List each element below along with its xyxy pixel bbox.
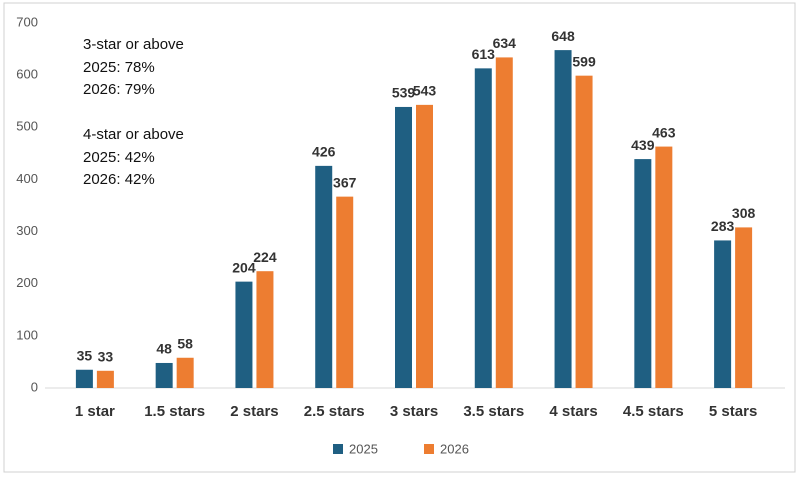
x-tick-label: 2 stars [230, 403, 278, 420]
value-label: 367 [333, 174, 357, 190]
bar [315, 165, 333, 388]
y-tick-label: 100 [16, 327, 38, 342]
y-tick-label: 600 [16, 67, 38, 82]
value-label: 224 [253, 249, 277, 265]
bar [474, 68, 492, 388]
y-tick-label: 400 [16, 171, 38, 186]
bar [235, 281, 253, 388]
annotation: 2025: 78% [83, 59, 155, 76]
bar [655, 146, 673, 388]
value-label: 283 [711, 218, 735, 234]
y-tick-label: 500 [16, 119, 38, 134]
bar [634, 159, 652, 388]
value-label: 599 [572, 53, 596, 69]
value-label: 35 [77, 347, 93, 363]
y-tick-label: 0 [31, 379, 38, 394]
legend-label: 2025 [349, 441, 378, 456]
bar [96, 370, 114, 388]
x-tick-label: 4 stars [549, 403, 597, 420]
bar [155, 362, 173, 388]
bar [176, 357, 194, 388]
bar [495, 57, 513, 389]
value-label: 48 [156, 341, 172, 357]
value-label: 439 [631, 137, 655, 153]
legend-label: 2026 [440, 441, 469, 456]
bar [75, 369, 93, 388]
annotation: 4-star or above [83, 126, 184, 143]
bar [554, 50, 572, 388]
value-label: 33 [98, 348, 114, 364]
value-label: 204 [232, 259, 256, 275]
bar [735, 227, 753, 388]
x-tick-label: 2.5 stars [304, 403, 365, 420]
value-label: 634 [493, 35, 517, 51]
x-tick-label: 3.5 stars [463, 403, 524, 420]
bar [575, 75, 593, 389]
y-tick-label: 300 [16, 223, 38, 238]
value-label: 463 [652, 124, 676, 140]
value-label: 426 [312, 144, 336, 160]
annotation: 2026: 42% [83, 171, 155, 188]
annotation: 2026: 79% [83, 81, 155, 98]
y-tick-label: 200 [16, 275, 38, 290]
x-tick-label: 1 star [75, 403, 115, 420]
value-label: 613 [472, 46, 496, 62]
x-tick-label: 4.5 stars [623, 403, 684, 420]
x-tick-label: 5 stars [709, 403, 757, 420]
value-label: 308 [732, 205, 756, 221]
x-tick-label: 3 stars [390, 403, 438, 420]
legend-swatch [424, 444, 434, 454]
bar [416, 104, 433, 388]
bar [714, 240, 732, 388]
y-tick-label: 700 [16, 14, 38, 29]
value-label: 543 [413, 83, 437, 99]
value-label: 648 [551, 28, 575, 44]
bar [256, 271, 274, 388]
annotation: 3-star or above [83, 36, 184, 53]
x-tick-label: 1.5 stars [144, 403, 205, 420]
value-label: 58 [177, 335, 193, 351]
value-label: 539 [392, 85, 416, 101]
bar [336, 196, 354, 388]
bar [395, 106, 412, 388]
legend-swatch [333, 444, 343, 454]
annotation: 2025: 42% [83, 149, 155, 166]
